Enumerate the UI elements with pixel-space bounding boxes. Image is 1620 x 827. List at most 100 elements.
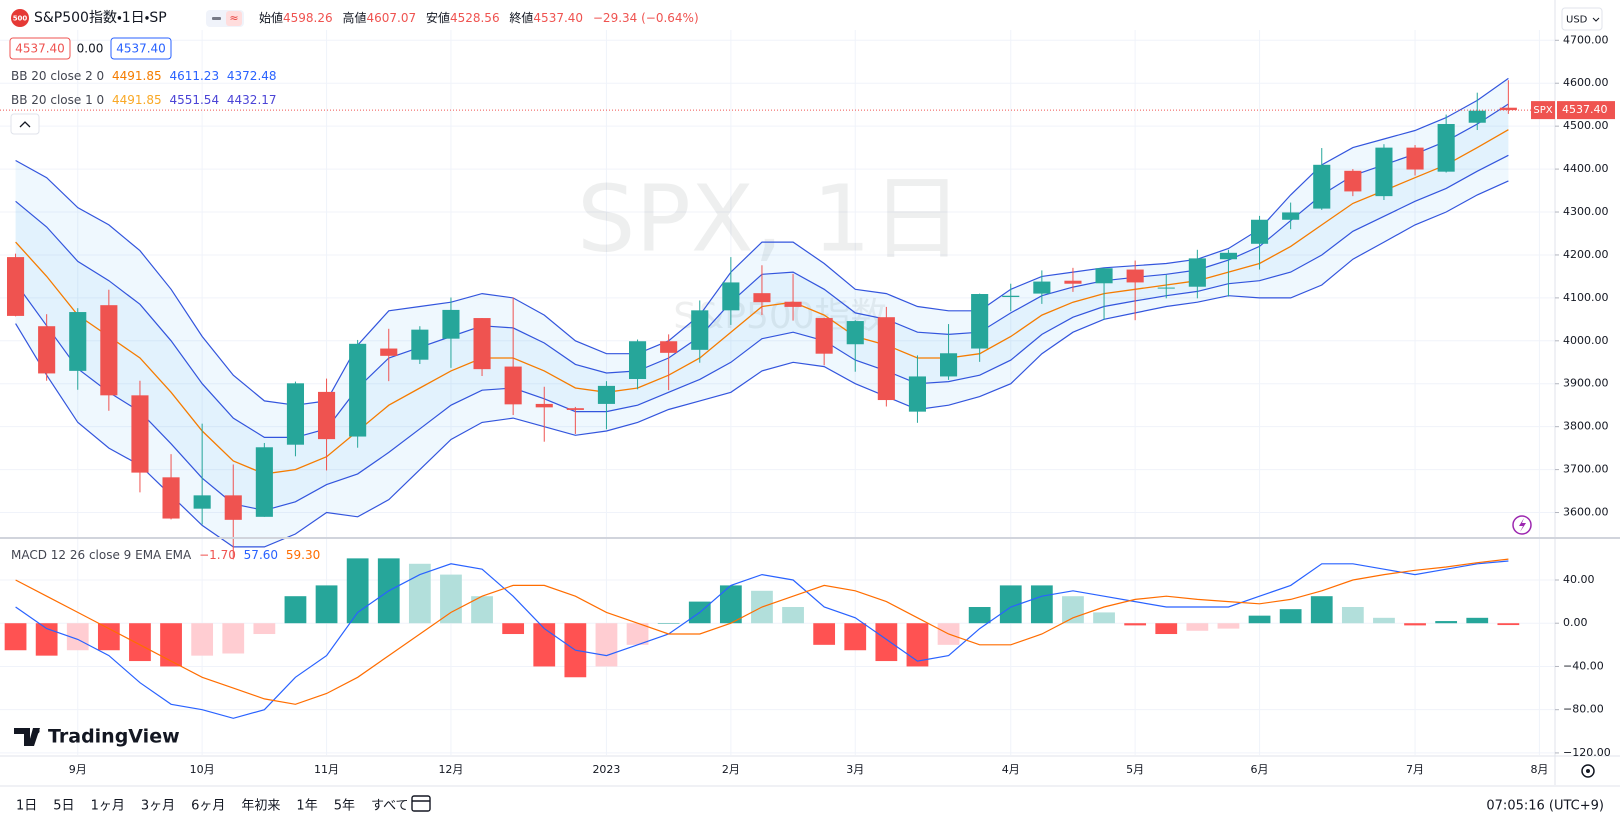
bb1-label: BB 20 close 1 0	[11, 93, 104, 107]
x-tick-label: 8月	[1530, 763, 1548, 776]
histogram-bar	[97, 623, 120, 651]
y-tick-label: 4600.00	[1563, 76, 1609, 89]
candle-body	[784, 301, 802, 307]
ask-box[interactable]	[110, 37, 172, 60]
candle-body	[846, 321, 864, 345]
alert-bolt	[1519, 518, 1526, 532]
histogram-bar	[1341, 607, 1364, 624]
candle-body	[1219, 252, 1238, 260]
ohlc: 始値4598.26 高値4607.07 安値4528.56 終値4537.40 …	[259, 10, 699, 25]
brand[interactable]: TradingView	[48, 726, 180, 748]
spread: 0.00	[77, 42, 104, 56]
candle-body	[535, 403, 553, 408]
histogram-bar	[782, 607, 804, 624]
currency-caret	[1592, 17, 1600, 22]
histogram-bar	[1404, 623, 1426, 626]
histogram-bar	[408, 563, 431, 624]
histogram-bar	[595, 623, 618, 667]
candle-body	[1437, 124, 1455, 172]
change: −29.34 (−0.64%)	[593, 11, 699, 25]
y-tick-label: 40.00	[1563, 573, 1595, 586]
macd-label: MACD 12 26 close 9 EMA EMA	[11, 548, 192, 562]
candle-body	[38, 326, 56, 374]
x-tick-label: 11月	[314, 763, 339, 776]
histogram-bar	[253, 623, 276, 635]
histogram-bar	[129, 623, 151, 662]
y-tick-label: 3600.00	[1563, 506, 1609, 519]
histogram-bar	[315, 585, 338, 624]
x-tick-label: 6月	[1251, 763, 1269, 776]
candle-body	[1499, 107, 1517, 111]
macd-hist-value: −1.70	[199, 548, 236, 562]
bb2-legend: BB 20 close 2 0 4491.85 4611.23 4372.48	[11, 69, 277, 83]
x-tick-label: 3月	[846, 763, 864, 776]
x-tick-label: 10月	[190, 763, 215, 776]
range-button[interactable]: すべて	[371, 799, 409, 814]
range-button[interactable]: 1日	[16, 799, 37, 814]
candle-body	[971, 294, 989, 349]
price-tag-symbol-bg	[1531, 101, 1555, 120]
candle-body	[1282, 212, 1300, 220]
toggle-icon-symbol: ≈	[229, 12, 238, 25]
range-button[interactable]: 5日	[53, 799, 74, 814]
histogram-bar	[875, 623, 898, 662]
settings-icon-center	[1586, 769, 1590, 773]
candle-body	[753, 293, 771, 303]
range-button[interactable]: 年初来	[241, 798, 280, 814]
range-button[interactable]: 6ヶ月	[191, 799, 225, 814]
collapse-icon	[19, 121, 31, 128]
candle-body	[1250, 219, 1269, 244]
histogram-bar	[1497, 623, 1520, 626]
histogram-bar	[657, 623, 680, 624]
candle-body	[1188, 258, 1206, 287]
y-tick-label: 4400.00	[1563, 162, 1609, 175]
y-tick-label: 4000.00	[1563, 334, 1609, 347]
histogram-bar	[222, 623, 245, 654]
y-tick-label: 4700.00	[1563, 33, 1609, 46]
currency: USD	[1566, 15, 1588, 26]
candle-body	[162, 477, 180, 519]
histogram-bar	[626, 623, 649, 645]
watermark: SPX, 1日	[577, 165, 963, 272]
date-range-icon[interactable]	[411, 795, 431, 812]
bb1-upper: 4551.54	[169, 93, 219, 107]
alert-icon[interactable]	[1512, 515, 1532, 535]
candle-body	[1344, 170, 1362, 192]
bid-box[interactable]	[9, 37, 71, 60]
candle-body	[349, 343, 367, 437]
candle-body	[473, 318, 491, 370]
candle-body	[100, 305, 118, 396]
symbol-title[interactable]: S&P500指数・1日・SP	[34, 10, 167, 26]
x-tick-label: 2023	[592, 763, 620, 776]
candle-body	[660, 341, 678, 353]
settings-icon[interactable]	[1581, 764, 1595, 778]
candle-body	[628, 341, 647, 380]
range-button[interactable]: 1ヶ月	[91, 799, 125, 814]
ask-price: 4537.40	[116, 42, 166, 56]
histogram-bar	[533, 623, 556, 667]
candle-body	[224, 495, 242, 520]
currency-button[interactable]	[1561, 7, 1603, 31]
bb1-lower: 4432.17	[227, 93, 277, 107]
collapse-button[interactable]	[10, 113, 40, 135]
histogram-bar	[906, 623, 929, 667]
candle-body	[1406, 147, 1424, 170]
histogram-bar	[1310, 596, 1333, 624]
histogram-bar	[999, 585, 1022, 624]
ohlc-value: 4607.07	[366, 11, 416, 25]
price-tag-symbol: SPX	[1533, 105, 1552, 116]
range-button[interactable]: 5年	[334, 799, 355, 814]
range-button[interactable]: 3ヶ月	[141, 799, 175, 814]
clock[interactable]: 07:05:16 (UTC+9)	[1486, 799, 1604, 814]
candle-body	[722, 282, 740, 311]
candle-body	[1157, 287, 1175, 289]
range-button[interactable]: 1年	[296, 799, 317, 814]
symbol-logo[interactable]	[11, 9, 29, 27]
candle-body	[597, 385, 616, 404]
range-toolbar: 1日 5日 1ヶ月 3ヶ月 6ヶ月 年初来 1年 5年 すべて	[16, 798, 409, 814]
candle-body	[1095, 268, 1113, 284]
candle-body	[69, 312, 87, 371]
histogram-bar	[160, 623, 182, 667]
brand-logo-dot	[34, 728, 40, 734]
